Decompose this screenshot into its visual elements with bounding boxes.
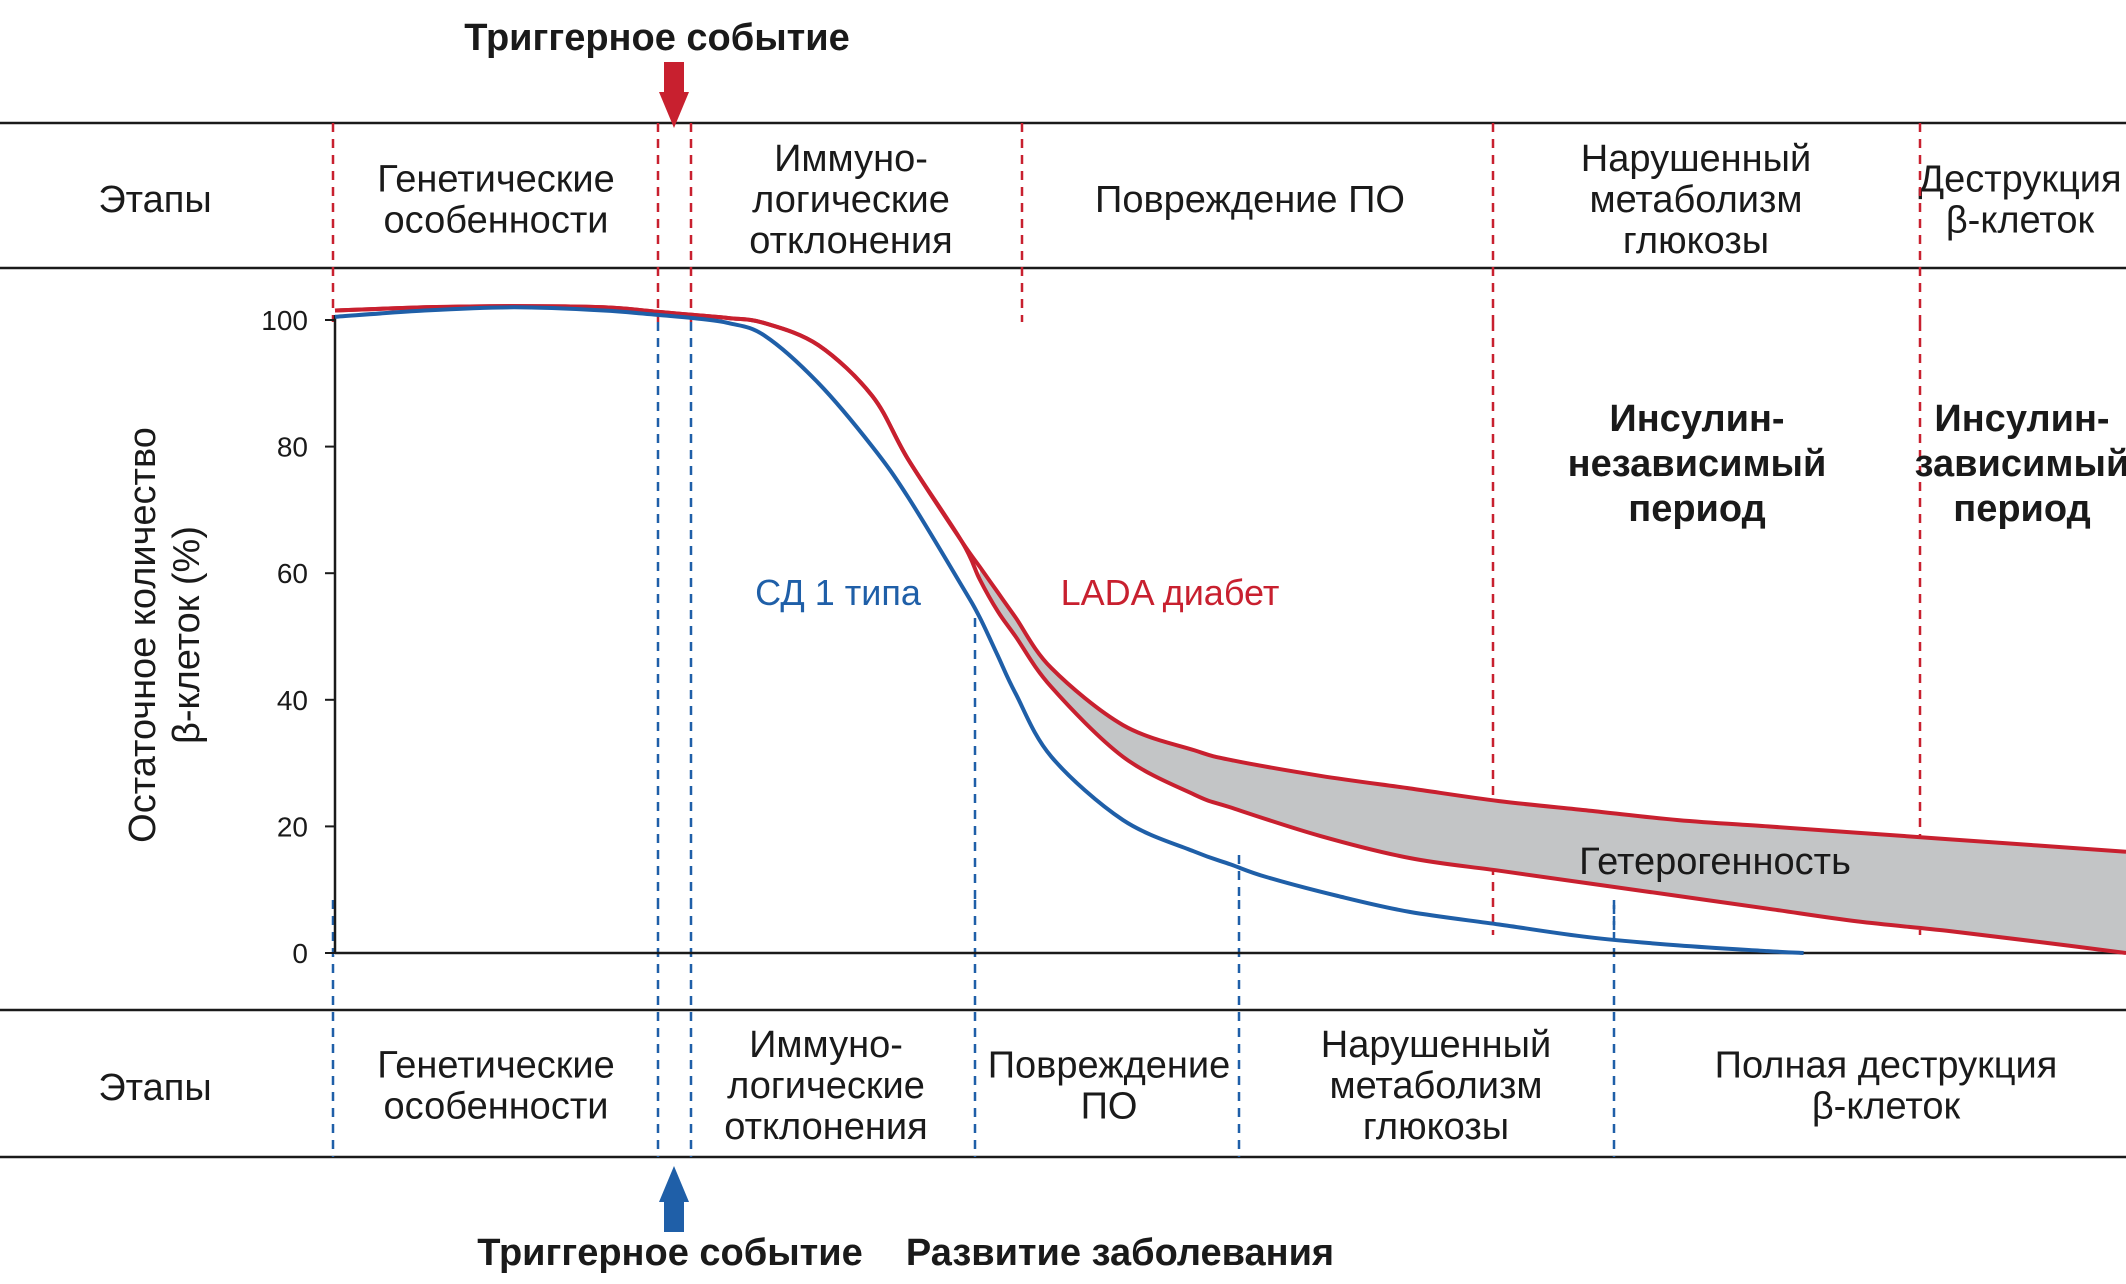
stage-dividers xyxy=(331,123,1922,1157)
top-stage-4-line-0: Деструкция xyxy=(1918,159,2121,201)
trigger-arrow-up-icon xyxy=(659,1166,689,1232)
trigger-event-top-label: Триггерное событие xyxy=(464,17,850,59)
beta-cell-chart: 0 20 40 60 80 100 Остаточное количество β-клет… xyxy=(122,304,2126,969)
lada-lower-line xyxy=(334,304,2126,955)
insulin-independent-line-1: независимый xyxy=(1568,443,1827,485)
bottom-stages-label: Этапы xyxy=(98,1067,211,1109)
bottom-stage-2-line-1: ПО xyxy=(1081,1086,1138,1128)
bottom-stage-1-line-1: логические xyxy=(727,1065,925,1107)
chart-axes xyxy=(333,315,2126,955)
disease-onset-label: Развитие заболевания xyxy=(906,1232,1334,1274)
bottom-stage-3-line-1: метаболизм xyxy=(1329,1065,1542,1107)
top-stage-3-line-2: глюкозы xyxy=(1623,220,1769,262)
y-axis-label: Остаточное количество β-клеток (%) xyxy=(122,427,208,843)
y-tick-label-60: 60 xyxy=(277,558,308,589)
top-stages-label: Этапы xyxy=(98,179,211,221)
top-stage-3-line-1: метаболизм xyxy=(1589,179,1802,221)
bottom-stage-0-line-1: особенности xyxy=(384,1086,609,1128)
stage-band-borders xyxy=(0,121,2126,1159)
bottom-stage-3-line-0: Нарушенный xyxy=(1321,1024,1551,1066)
y-tick-label-20: 20 xyxy=(277,811,308,842)
y-tick-label-0: 0 xyxy=(292,938,308,969)
type1-series-label: СД 1 типа xyxy=(755,572,922,613)
bottom-stage-2-line-0: Повреждение xyxy=(988,1045,1231,1087)
top-stage-3-line-0: Нарушенный xyxy=(1581,138,1811,180)
y-tick-label-100: 100 xyxy=(261,305,308,336)
trigger-event-bottom-label: Триггерное событие xyxy=(477,1232,863,1274)
bottom-stage-0-line-0: Генетические xyxy=(377,1045,615,1087)
bottom-stage-1-line-0: Иммуно- xyxy=(749,1024,903,1066)
bottom-stage-4-line-1: β-клеток xyxy=(1812,1086,1961,1128)
top-stage-0-line-1: особенности xyxy=(384,200,609,242)
top-stage-0-line-0: Генетические xyxy=(377,159,615,201)
insulin-dependent-line-1: зависимый xyxy=(1915,443,2126,485)
y-tick-label-40: 40 xyxy=(277,685,308,716)
top-stage-4-line-1: β-клеток xyxy=(1946,200,2095,242)
bottom-stage-1-line-2: отклонения xyxy=(724,1106,927,1148)
top-stage-1-line-1: логические xyxy=(752,179,950,221)
bottom-stage-4-line-0: Полная деструкция xyxy=(1715,1045,2058,1087)
type1-line xyxy=(334,305,1804,955)
y-tick-label-80: 80 xyxy=(277,432,308,463)
insulin-dependent-line-0: Инсулин- xyxy=(1934,398,2109,440)
top-stage-1-line-2: отклонения xyxy=(749,220,952,262)
lada-series-label: LADA диабет xyxy=(1061,572,1280,613)
bottom-stage-3-line-2: глюкозы xyxy=(1363,1106,1509,1148)
y-tick-labels: 0 20 40 60 80 100 xyxy=(261,305,335,969)
top-stage-2-line-0: Повреждение ПО xyxy=(1095,179,1405,221)
top-stage-1-line-0: Иммуно- xyxy=(774,138,928,180)
trigger-arrow-down-icon xyxy=(659,62,689,128)
insulin-independent-line-0: Инсулин- xyxy=(1609,398,1784,440)
heterogeneity-band xyxy=(979,566,2126,953)
heterogeneity-label: Гетерогенность xyxy=(1579,841,1851,883)
y-axis-label-line-1: β-клеток (%) xyxy=(166,526,208,744)
y-axis-label-line-0: Остаточное количество xyxy=(122,427,164,843)
insulin-independent-line-2: период xyxy=(1628,488,1766,530)
insulin-dependent-line-2: период xyxy=(1953,488,2091,530)
